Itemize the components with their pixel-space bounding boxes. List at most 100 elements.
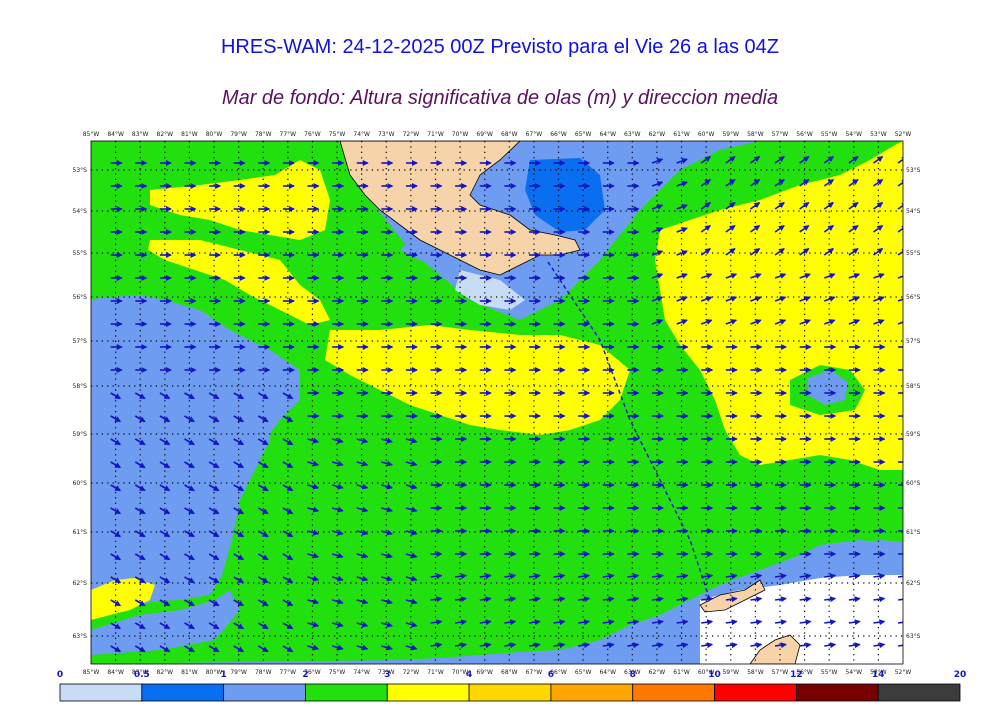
- direction-arrow: [110, 461, 122, 469]
- colorbar-tick-label: 6: [548, 670, 554, 680]
- direction-arrow: [455, 619, 468, 626]
- direction-arrow: [455, 573, 468, 580]
- direction-arrow: [159, 530, 171, 538]
- direction-arrow: [848, 573, 861, 580]
- wave-direction-arrows: [110, 156, 903, 653]
- direction-arrow: [676, 250, 688, 256]
- colorbar-tick-label: 14: [872, 670, 885, 680]
- direction-arrow: [873, 273, 885, 279]
- direction-arrow: [331, 437, 344, 444]
- direction-arrow: [897, 273, 903, 279]
- direction-arrow: [700, 179, 712, 187]
- direction-arrow: [307, 575, 320, 582]
- direction-arrow: [331, 598, 344, 605]
- direction-arrow: [774, 225, 785, 233]
- direction-arrow: [208, 415, 220, 423]
- direction-arrow: [233, 530, 245, 538]
- longitude-label: 79°W: [230, 131, 247, 138]
- direction-arrow: [897, 644, 903, 647]
- direction-arrow: [725, 225, 736, 233]
- direction-arrow: [134, 645, 146, 653]
- longitude-label: 83°W: [132, 669, 149, 676]
- direction-arrow: [134, 461, 146, 469]
- direction-arrow: [504, 573, 517, 580]
- direction-arrow: [676, 273, 688, 279]
- direction-arrow: [331, 460, 344, 467]
- direction-arrow: [356, 506, 369, 513]
- direction-arrow: [774, 179, 785, 187]
- longitude-label: 65°W: [575, 131, 592, 138]
- direction-arrow: [528, 642, 541, 649]
- direction-arrow: [356, 437, 369, 444]
- direction-arrow: [430, 573, 443, 580]
- direction-arrow: [701, 573, 714, 580]
- direction-arrow: [774, 642, 787, 649]
- direction-arrow: [233, 622, 245, 630]
- direction-arrow: [134, 392, 146, 400]
- direction-arrow: [233, 507, 245, 515]
- direction-arrow: [676, 619, 689, 626]
- direction-arrow: [504, 596, 517, 603]
- direction-arrow: [578, 619, 591, 626]
- wave-band-0-0-5m: [455, 270, 525, 310]
- maritime-boundary-line: [547, 261, 711, 601]
- latitude-label: 54°S: [73, 208, 88, 215]
- direction-arrow: [897, 225, 903, 233]
- direction-arrow: [651, 573, 664, 580]
- direction-arrow: [405, 598, 418, 605]
- direction-arrow: [307, 552, 320, 559]
- direction-arrow: [873, 248, 884, 256]
- direction-arrow: [676, 573, 689, 580]
- direction-arrow: [282, 645, 294, 653]
- direction-arrow: [823, 202, 835, 210]
- direction-arrow: [455, 642, 468, 649]
- longitude-label: 73°W: [378, 669, 395, 676]
- direction-arrow: [208, 484, 220, 492]
- direction-arrow: [676, 296, 688, 302]
- direction-arrow: [799, 619, 812, 626]
- longitude-label: 74°W: [353, 669, 370, 676]
- direction-arrow: [134, 507, 146, 515]
- longitude-label: 68°W: [501, 131, 518, 138]
- direction-arrow: [208, 392, 220, 400]
- direction-arrow: [381, 552, 393, 559]
- colorbar-segment: [59, 683, 143, 702]
- direction-arrow: [676, 227, 688, 233]
- direction-arrow: [873, 156, 884, 164]
- direction-arrow: [110, 576, 122, 584]
- direction-arrow: [257, 438, 269, 446]
- direction-arrow: [430, 642, 443, 649]
- direction-arrow: [307, 460, 320, 467]
- direction-arrow: [405, 575, 418, 582]
- direction-arrow: [873, 619, 886, 626]
- direction-arrow: [184, 599, 195, 607]
- direction-arrow: [700, 248, 712, 256]
- direction-arrow: [257, 484, 269, 492]
- direction-arrow: [848, 296, 861, 302]
- latitude-label: 53°S: [73, 167, 88, 174]
- direction-arrow: [725, 202, 736, 210]
- longitude-label: 59°W: [722, 669, 739, 676]
- direction-arrow: [602, 573, 615, 580]
- direction-arrow: [184, 438, 195, 446]
- map-fields: [91, 141, 903, 664]
- direction-arrow: [897, 248, 903, 256]
- direction-arrow: [651, 642, 664, 649]
- latitude-label: 57°S: [73, 338, 88, 345]
- direction-arrow: [331, 529, 344, 536]
- direction-arrow: [848, 225, 859, 233]
- direction-arrow: [651, 273, 664, 279]
- direction-arrow: [430, 596, 443, 603]
- direction-arrow: [553, 573, 566, 580]
- longitude-label: 77°W: [280, 131, 297, 138]
- direction-arrow: [824, 596, 837, 603]
- direction-arrow: [331, 506, 344, 513]
- direction-arrow: [381, 575, 393, 582]
- colorbar-tick-label: 2: [302, 670, 308, 680]
- longitude-label: 53°W: [870, 669, 887, 676]
- direction-arrow: [528, 596, 541, 603]
- direction-arrow: [257, 530, 269, 538]
- direction-arrow: [282, 415, 294, 423]
- direction-arrow: [405, 621, 418, 628]
- direction-arrow: [479, 642, 492, 649]
